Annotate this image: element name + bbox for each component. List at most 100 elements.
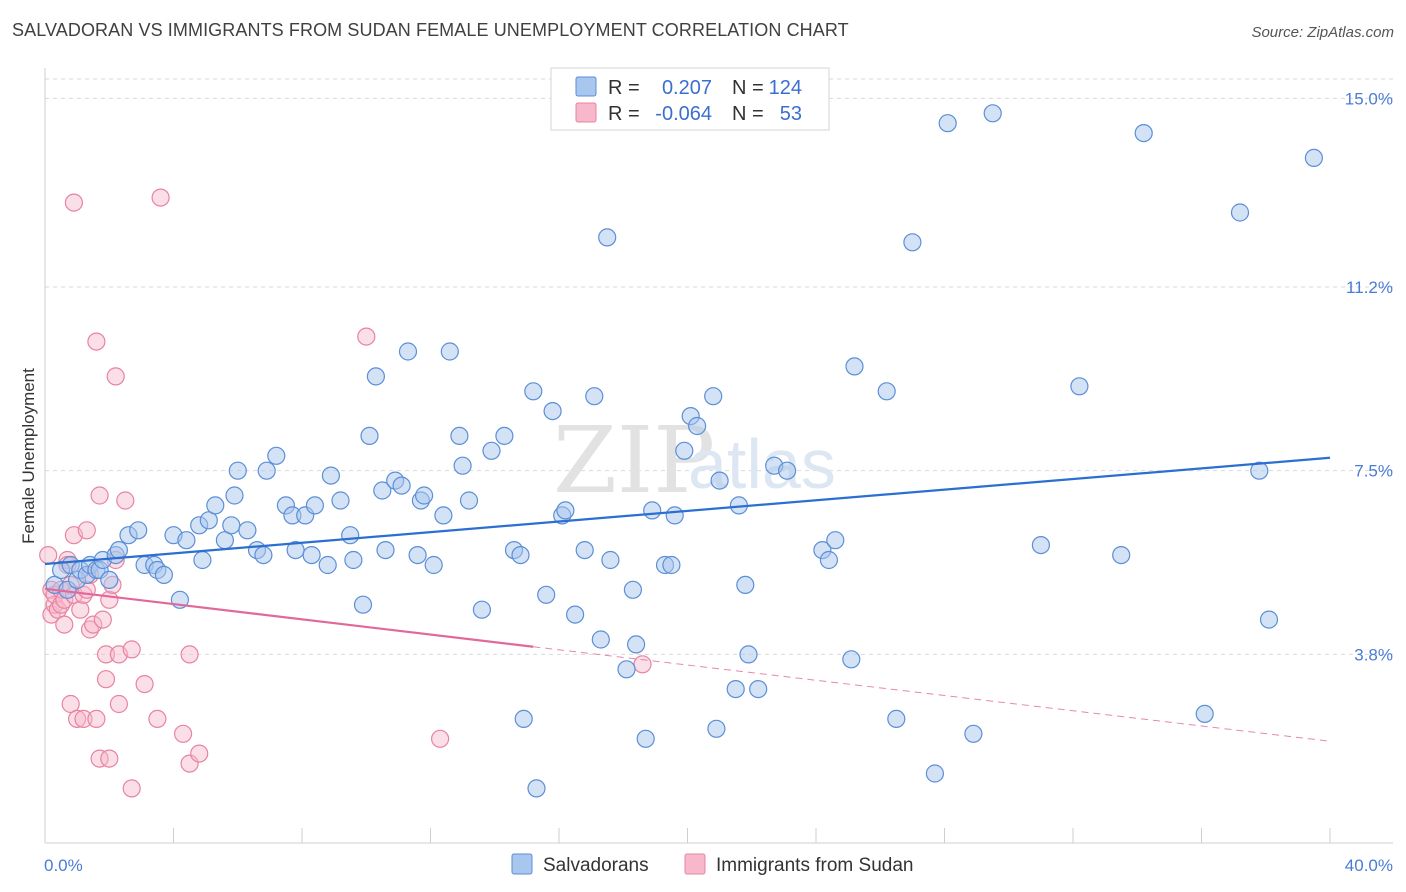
point-salvadorans: [601, 550, 620, 570]
point-sudan: [100, 590, 119, 609]
point-salvadorans: [707, 719, 726, 738]
point-salvadorans: [177, 531, 196, 550]
point-salvadorans: [482, 441, 501, 460]
point-salvadorans: [1070, 377, 1089, 396]
y-axis-title: Female Unemployment: [19, 368, 38, 544]
point-sudan: [633, 655, 652, 674]
point-salvadorans: [398, 342, 418, 361]
point-salvadorans: [366, 367, 385, 386]
point-salvadorans: [903, 233, 922, 252]
point-salvadorans: [341, 526, 360, 545]
point-salvadorans: [321, 466, 340, 485]
point-salvadorans: [1304, 148, 1324, 167]
point-salvadorans: [543, 402, 562, 421]
point-sudan: [180, 645, 199, 664]
y-tick-label: 7.5%: [1354, 462, 1393, 481]
trend-lines: [44, 456, 1331, 742]
point-salvadorans: [636, 729, 655, 748]
y-tick-labels: 3.8% 7.5% 11.2% 15.0%: [1345, 89, 1393, 664]
point-sudan: [90, 749, 109, 768]
point-sudan: [106, 367, 125, 386]
point-sudan: [87, 709, 106, 729]
point-sudan: [122, 640, 141, 659]
point-salvadorans: [472, 600, 491, 619]
legend-r-label: R =: [608, 103, 640, 125]
point-salvadorans: [302, 545, 321, 565]
point-salvadorans: [1259, 610, 1279, 629]
point-sudan: [64, 193, 84, 212]
bottom-legend-salvadorans: Salvadorans: [543, 855, 649, 876]
point-salvadorans: [360, 426, 379, 445]
point-salvadorans: [524, 382, 543, 401]
point-salvadorans: [1230, 203, 1250, 222]
point-salvadorans: [710, 471, 729, 490]
bottom-legend-sudan: Immigrants from Sudan: [716, 855, 913, 876]
point-sudan: [87, 332, 106, 351]
point-sudan: [100, 749, 119, 768]
point-salvadorans: [459, 491, 479, 510]
point-salvadorans: [109, 540, 129, 560]
point-salvadorans: [373, 481, 392, 500]
chart-title: SALVADORAN VS IMMIGRANTS FROM SUDAN FEMA…: [12, 20, 849, 40]
legend-n-value: 53: [780, 103, 802, 125]
point-salvadorans: [238, 521, 257, 540]
series-legend: Salvadorans Immigrants from Sudan: [511, 853, 913, 876]
point-salvadorans: [129, 521, 148, 540]
point-salvadorans: [225, 486, 244, 505]
point-sudan: [93, 610, 112, 629]
point-sudan: [39, 545, 58, 565]
point-sudan: [109, 694, 129, 714]
point-salvadorans: [344, 550, 363, 570]
point-salvadorans: [353, 595, 373, 614]
point-sudan: [71, 600, 90, 619]
point-salvadorans: [228, 461, 247, 480]
point-salvadorans: [938, 114, 957, 133]
point-salvadorans: [598, 228, 617, 247]
correlation-legend: R = 0.207 N = 124 R = -0.064 N = 53: [550, 67, 830, 131]
point-salvadorans: [777, 461, 797, 480]
point-sudan: [96, 645, 116, 664]
point-salvadorans: [665, 506, 684, 525]
point-salvadorans: [257, 461, 276, 480]
trend-line-sudan: [44, 587, 534, 648]
watermark: ZIP atlas: [553, 407, 836, 514]
point-sudan: [77, 521, 96, 540]
point-sudan: [45, 595, 64, 614]
bottom-legend-swatch-salvadorans: [511, 853, 533, 875]
bottom-legend-swatch-sudan: [684, 853, 706, 875]
point-sudan: [190, 744, 209, 763]
point-salvadorans: [424, 555, 443, 575]
legend-n-label: N =: [732, 103, 764, 125]
point-sudan: [431, 729, 450, 748]
point-salvadorans: [254, 545, 273, 565]
point-sudan: [84, 615, 103, 634]
point-salvadorans: [662, 555, 681, 575]
point-sudan: [96, 670, 116, 689]
legend-swatch-salvadorans: [575, 76, 597, 97]
legend-n-label: N =: [732, 77, 764, 99]
trend-line-salvadorans: [44, 456, 1331, 566]
point-salvadorans: [392, 476, 411, 495]
point-sudan: [74, 709, 93, 729]
point-salvadorans: [440, 342, 459, 361]
point-salvadorans: [376, 540, 395, 560]
point-salvadorans: [193, 550, 212, 570]
point-salvadorans: [514, 709, 533, 729]
x-tick-labels: 0.0% 40.0%: [44, 856, 1393, 875]
legend-r-label: R =: [608, 77, 640, 99]
source-label: Source: ZipAtlas.com: [1251, 24, 1394, 41]
point-salvadorans: [100, 570, 119, 590]
point-salvadorans: [331, 491, 350, 510]
point-salvadorans: [842, 650, 861, 669]
point-sudan: [55, 615, 74, 634]
point-salvadorans: [1031, 535, 1051, 555]
point-salvadorans: [623, 580, 643, 599]
point-salvadorans: [527, 779, 546, 798]
trend-line-sudan-projection: [533, 646, 1331, 742]
point-salvadorans: [704, 387, 723, 406]
point-salvadorans: [591, 630, 610, 649]
gridlines: [45, 78, 1393, 655]
point-salvadorans: [726, 679, 745, 699]
point-salvadorans: [964, 724, 983, 743]
